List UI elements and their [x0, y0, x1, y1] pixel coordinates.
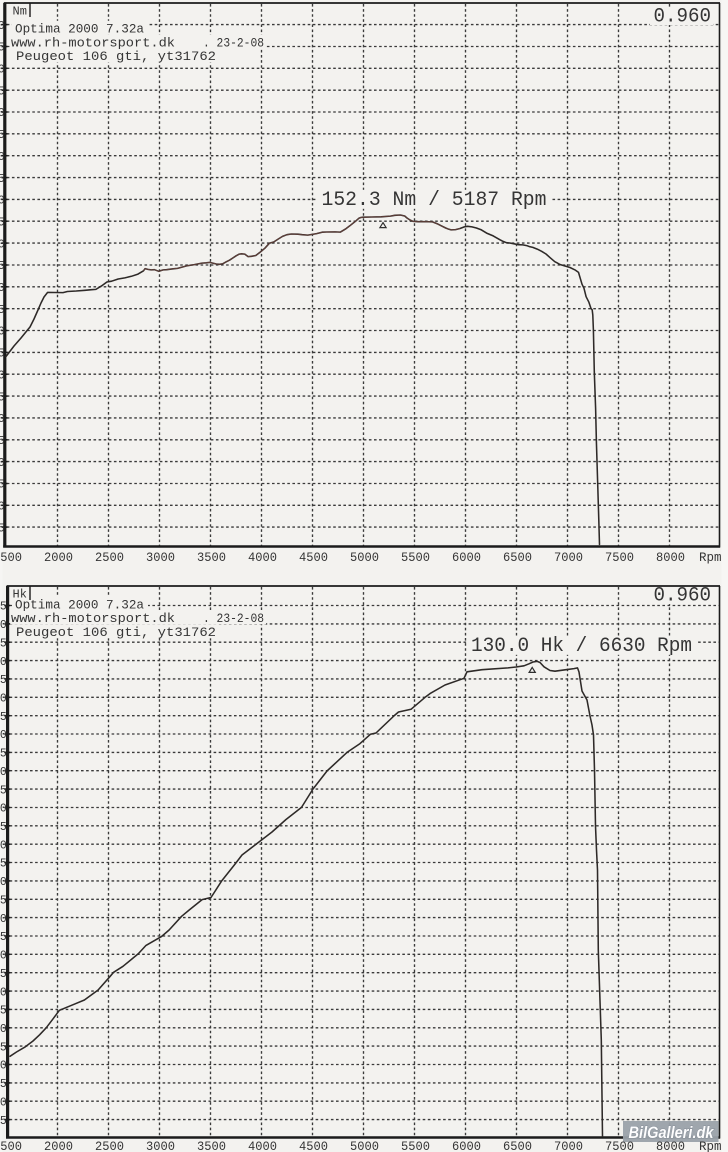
svg-text:0: 0 — [0, 876, 7, 889]
svg-text:0: 0 — [0, 64, 5, 77]
svg-text:6000: 6000 — [452, 1139, 481, 1152]
svg-text:8000: 8000 — [656, 550, 685, 565]
svg-text:0: 0 — [0, 1023, 7, 1036]
svg-text:5: 5 — [0, 821, 7, 834]
svg-text:6500: 6500 — [503, 1139, 532, 1152]
svg-text:7000: 7000 — [554, 550, 583, 565]
svg-text:0: 0 — [0, 656, 7, 669]
svg-text:0: 0 — [0, 619, 7, 632]
svg-text:152.3 Nm / 5187 Rpm: 152.3 Nm / 5187 Rpm — [322, 189, 547, 212]
svg-text:0: 0 — [0, 326, 5, 339]
svg-text:0: 0 — [0, 986, 7, 999]
svg-text:5: 5 — [0, 968, 7, 981]
svg-text:5: 5 — [0, 260, 5, 273]
svg-text:7500: 7500 — [605, 1139, 634, 1152]
svg-text:www.rh-motorsport.dk: www.rh-motorsport.dk — [11, 611, 175, 626]
svg-text:Optima 2000 7.32a: Optima 2000 7.32a — [15, 598, 144, 613]
svg-text:2000: 2000 — [44, 550, 73, 565]
svg-text:3000: 3000 — [146, 550, 175, 565]
svg-text:0: 0 — [0, 729, 7, 742]
svg-text:0: 0 — [0, 20, 5, 33]
svg-text:1500: 1500 — [0, 550, 22, 565]
svg-text:0: 0 — [0, 457, 5, 470]
svg-text:5: 5 — [0, 784, 7, 797]
svg-text:0: 0 — [0, 839, 7, 852]
svg-text:0: 0 — [0, 803, 7, 816]
svg-text:4500: 4500 — [299, 1139, 328, 1152]
svg-text:0.960: 0.960 — [654, 585, 712, 608]
svg-text:5: 5 — [0, 304, 5, 317]
svg-text:5: 5 — [0, 931, 7, 944]
svg-text:Optima 2000 7.32a: Optima 2000 7.32a — [15, 22, 144, 37]
svg-text:. 23-2-08: . 23-2-08 — [203, 35, 264, 50]
svg-text:5: 5 — [0, 216, 5, 229]
svg-text:5: 5 — [0, 85, 5, 98]
svg-text:1500: 1500 — [0, 1139, 22, 1152]
svg-text:Peugeot 106 gti, yt31762: Peugeot 106 gti, yt31762 — [16, 625, 216, 640]
svg-text:130.0 Hk / 6630 Rpm: 130.0 Hk / 6630 Rpm — [471, 635, 692, 658]
svg-text:Nm: Nm — [13, 5, 27, 19]
svg-text:0: 0 — [0, 766, 7, 779]
svg-text:5: 5 — [0, 1041, 7, 1054]
svg-text:5: 5 — [0, 42, 5, 55]
svg-text:Hk: Hk — [13, 588, 27, 602]
svg-text:0: 0 — [0, 282, 5, 295]
svg-text:Rpm: Rpm — [699, 1139, 722, 1152]
svg-text:0: 0 — [0, 1060, 7, 1073]
svg-text:0: 0 — [0, 107, 5, 120]
svg-text:5: 5 — [0, 895, 7, 908]
svg-text:. 23-2-08: . 23-2-08 — [203, 611, 264, 626]
svg-text:0: 0 — [0, 501, 5, 514]
svg-text:www.rh-motorsport.dk: www.rh-motorsport.dk — [11, 35, 175, 50]
svg-text:5000: 5000 — [350, 1139, 379, 1152]
svg-text:5: 5 — [0, 479, 5, 492]
svg-text:5: 5 — [0, 348, 5, 361]
svg-text:3000: 3000 — [146, 1139, 175, 1152]
svg-text:5: 5 — [0, 748, 7, 761]
svg-text:0: 0 — [0, 1096, 7, 1109]
svg-text:8000: 8000 — [656, 1139, 685, 1152]
svg-text:2500: 2500 — [95, 550, 124, 565]
svg-text:5: 5 — [0, 637, 7, 650]
svg-text:5: 5 — [0, 674, 7, 687]
svg-text:5: 5 — [0, 1078, 7, 1091]
svg-text:4000: 4000 — [248, 1139, 277, 1152]
svg-text:3500: 3500 — [197, 1139, 226, 1152]
svg-text:5: 5 — [0, 858, 7, 871]
svg-text:BilGalleri.dk: BilGalleri.dk — [629, 1124, 715, 1142]
svg-text:0: 0 — [0, 413, 5, 426]
svg-text:0: 0 — [0, 950, 7, 963]
svg-text:6000: 6000 — [452, 550, 481, 565]
svg-text:5: 5 — [0, 1115, 7, 1128]
svg-text:5: 5 — [0, 435, 5, 448]
svg-text:5: 5 — [0, 522, 5, 535]
svg-text:2500: 2500 — [95, 1139, 124, 1152]
svg-text:7000: 7000 — [554, 1139, 583, 1152]
svg-text:5: 5 — [0, 711, 7, 724]
svg-text:0: 0 — [0, 369, 5, 382]
svg-text:0: 0 — [0, 195, 5, 208]
svg-text:3500: 3500 — [197, 550, 226, 565]
svg-text:5500: 5500 — [401, 550, 430, 565]
svg-text:4000: 4000 — [248, 550, 277, 565]
svg-text:0: 0 — [0, 151, 5, 164]
svg-text:Peugeot 106 gti, yt31762: Peugeot 106 gti, yt31762 — [16, 49, 216, 64]
svg-text:7500: 7500 — [605, 550, 634, 565]
svg-text:6500: 6500 — [503, 550, 532, 565]
svg-text:2000: 2000 — [44, 1139, 73, 1152]
svg-text:5: 5 — [0, 129, 5, 142]
svg-text:0: 0 — [0, 693, 7, 706]
svg-text:4500: 4500 — [299, 550, 328, 565]
svg-text:5500: 5500 — [401, 1139, 430, 1152]
svg-text:0.960: 0.960 — [654, 6, 712, 29]
svg-text:0: 0 — [0, 238, 5, 251]
svg-text:0: 0 — [0, 913, 7, 926]
svg-text:Rpm: Rpm — [699, 550, 722, 565]
svg-text:5: 5 — [0, 601, 7, 614]
svg-text:5: 5 — [0, 1005, 7, 1018]
svg-text:5000: 5000 — [350, 550, 379, 565]
svg-text:5: 5 — [0, 391, 5, 404]
svg-text:5: 5 — [0, 173, 5, 186]
